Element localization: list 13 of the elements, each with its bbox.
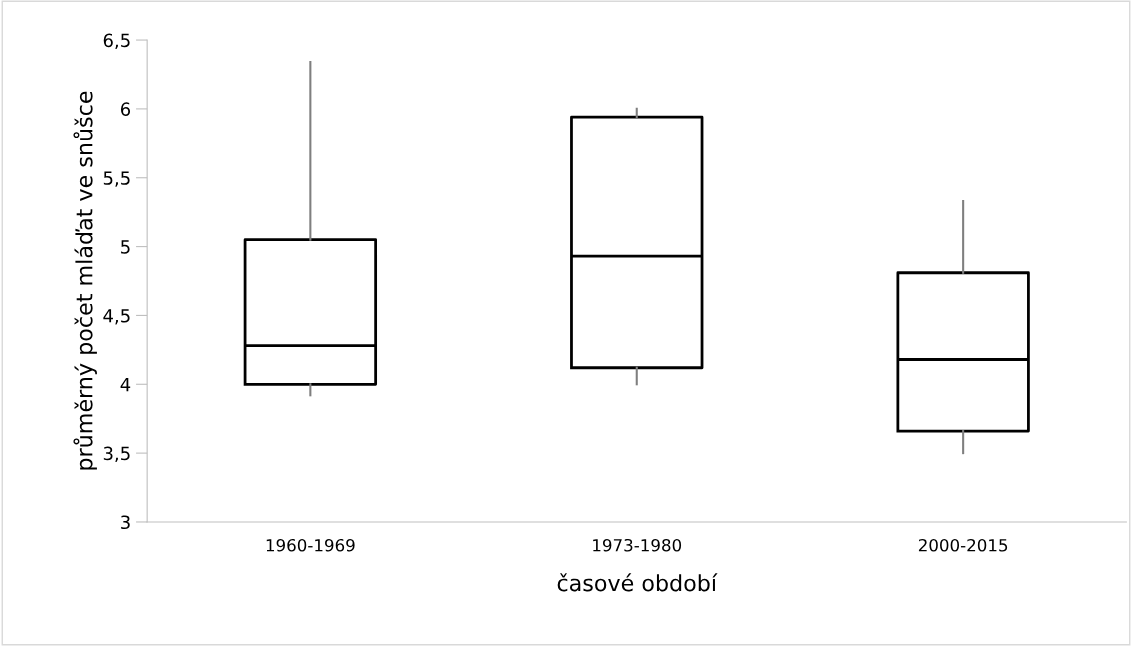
y-axis-title: průměrný počet mláďat ve snůšce (73, 91, 97, 470)
y-tick-label: 4,5 (103, 309, 130, 325)
x-tick-label: 2000-2015 (918, 538, 1008, 552)
y-tick-label: 6 (120, 102, 131, 117)
y-tick-label: 6,5 (103, 33, 130, 50)
y-tick-label: 5,5 (103, 171, 130, 187)
x-tick-label: 1973-1980 (593, 538, 682, 552)
y-tick-label: 3 (121, 515, 130, 530)
y-tick-label: 3,5 (103, 446, 130, 463)
x-tick-label: 1960-1969 (266, 538, 355, 552)
y-tick-label: 5 (121, 240, 130, 254)
x-axis-title: časové období (557, 573, 718, 592)
y-tick-label: 4 (120, 377, 131, 392)
